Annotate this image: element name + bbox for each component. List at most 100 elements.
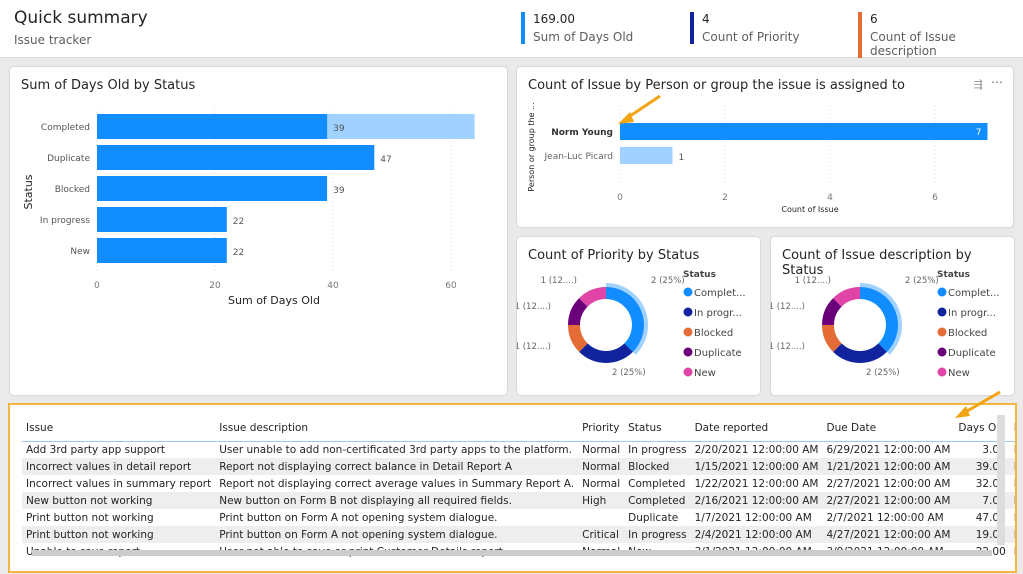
table-cell: Print button on Form A not opening syste… [215,526,579,543]
table-row[interactable]: Print button not working Print button on … [22,509,1015,526]
donut-slice [860,287,898,352]
legend-item: Blocked [694,328,733,339]
column-header[interactable]: Due Date [822,415,955,442]
days-old-chart-card[interactable]: Sum of Days Old by Status 0 20 40 60 Complet… [10,67,507,395]
table-cell: 1/15/2021 12:00:00 AM [690,458,823,475]
data-label: 39 [333,124,345,134]
legend-title: Status [683,270,716,280]
bar [97,145,375,170]
table-cell: 2/16/2021 12:00:00 AM [690,492,823,509]
kpi-count-description[interactable]: 6 Count of Issue description [858,12,1023,58]
table-cell: Critical [578,526,625,543]
donut-slice [822,298,842,325]
vertical-scrollbar[interactable] [997,415,1005,545]
data-label: 7 [976,128,982,138]
x-tick-label: 0 [94,281,100,291]
column-header[interactable]: Status [624,415,691,442]
x-tick-label: 0 [617,193,623,203]
table-cell: 2/20/2021 12:00:00 AM [694,443,819,456]
table-cell: 2/4/2021 12:00:00 AM [690,526,823,543]
donut-data-label: 1 (12....) [517,342,551,352]
donut-slice [579,287,606,307]
legend-marker [683,347,693,357]
table-cell: User unable to add non-certificated 3rd … [219,443,572,456]
donut-data-label: 1 (12....) [517,302,551,312]
table-cell: High [578,492,625,509]
legend-marker [937,347,947,357]
table-cell: Report not displaying correct average va… [219,477,575,490]
donut-data-label: 1 (12....) [771,302,805,312]
table-cell [578,509,624,526]
legend-marker [937,367,947,377]
more-options-icon[interactable]: ⋯ [991,75,1003,89]
table-cell: Normal [582,477,621,490]
legend-marker [683,287,693,297]
y-axis-title: Person or group the ... [527,102,536,191]
column-header[interactable]: Issue description [215,415,579,442]
table-cell: Norm Young [1010,543,1015,560]
donut-data-label: 2 (25%) [866,368,900,378]
x-tick-label: 2 [722,193,728,203]
table-cell: Incorrect values in detail report [22,458,216,475]
table-cell: 4/27/2021 12:00:00 AM [822,526,955,543]
legend-item: Duplicate [694,348,742,359]
column-header[interactable]: Issue [22,415,216,442]
person-chart-card[interactable]: Count of Issue by Person or group the is… [517,67,1013,227]
bar [620,123,988,140]
table-cell: 2/27/2021 12:00:00 AM [822,492,955,509]
table-row[interactable]: Incorrect values in detail report Report … [22,458,1015,475]
chart-title: Count of Issue description by Status [782,248,972,278]
legend-item: New [948,368,970,379]
legend-marker [937,287,947,297]
data-label: 22 [233,217,244,227]
description-donut-chart: 2 (25%) 2 (25%) 1 (12....) 1 (12....) 1 (12.… [771,270,1000,379]
kpi-sum-days-old[interactable]: 169.00 Sum of Days Old [521,12,633,44]
table-cell: Incorrect values in summary report [26,477,212,490]
legend-marker [937,327,947,337]
x-axis-title: Sum of Days Old [228,294,320,307]
donut-slice [606,287,644,352]
bar [97,238,227,263]
column-header[interactable]: Priority [578,415,625,442]
donut-slice [579,343,633,363]
kpi-label: Count of Priority [702,30,800,44]
drill-icon[interactable]: ⇶ [973,78,983,91]
issues-table[interactable]: Issue Issue description Priority Status Date… [8,403,1017,573]
table-row[interactable]: New button not working New button on Form… [22,492,1015,509]
donut-slice [833,343,887,363]
legend-item: Blocked [948,328,987,339]
legend-item: Complet... [694,288,746,299]
y-category-label: Blocked [55,185,90,195]
kpi-count-priority[interactable]: 4 Count of Priority [690,12,800,44]
legend-title: Status [937,270,970,280]
horizontal-scrollbar[interactable] [32,550,992,556]
table-cell: Duplicate [628,511,679,524]
x-axis-title: Count of Issue [781,205,838,214]
table-row[interactable]: Add 3rd party app support User unable to … [22,441,1015,458]
table-row[interactable]: Print button not working Print button on … [22,526,1015,543]
column-header[interactable]: Date reported [690,415,823,442]
description-donut-card[interactable]: Count of Issue description by Status 2 (… [771,237,1014,395]
table-cell: Print button on Form A not opening syste… [219,511,498,524]
y-category-label: Jean-Luc Picard [544,152,613,162]
priority-donut-card[interactable]: Count of Priority by Status 2 (25%) 2 (25… [517,237,760,395]
kpi-label: Count of Issue description [870,30,956,58]
data-label: 1 [679,153,685,163]
table-cell: In progress [624,526,691,543]
donut-data-label: 2 (25%) [905,276,939,286]
chart-title: Sum of Days Old by Status [21,78,196,93]
legend-item: In progr... [694,308,742,319]
table-cell: 1/22/2021 12:00:00 AM [694,477,819,490]
legend-marker [683,327,693,337]
table-cell: Print button not working [22,526,216,543]
y-category-label: Duplicate [47,154,90,164]
table-cell: In progress [628,443,687,456]
chart-title: Count of Priority by Status [528,248,700,263]
kpi-label: Sum of Days Old [533,30,634,44]
table-cell: Normal [582,443,621,456]
table-row[interactable]: Incorrect values in summary report Report… [22,475,1015,492]
table-cell: Print button not working [26,511,154,524]
donut-data-label: 1 (12....) [771,342,805,352]
table-cell: Normal [578,458,625,475]
column-header[interactable]: Person or group t [1009,415,1015,442]
